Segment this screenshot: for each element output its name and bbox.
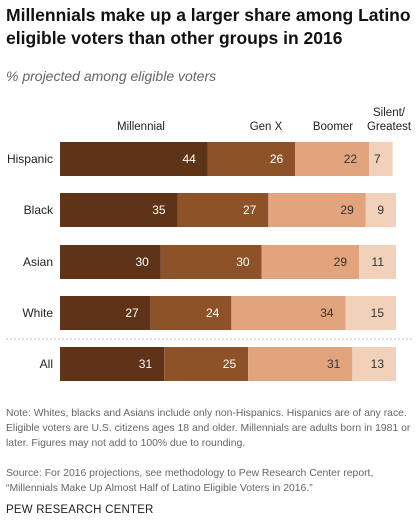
bar-segment <box>345 296 396 330</box>
bar-segment <box>231 296 346 330</box>
data-label: 29 <box>340 203 354 217</box>
category-label: All <box>40 357 53 371</box>
data-label: 30 <box>135 255 149 269</box>
data-label: 27 <box>243 203 257 217</box>
bar-segment <box>60 193 178 227</box>
data-label: 26 <box>270 152 284 166</box>
bar-segment <box>268 193 366 227</box>
category-label: Black <box>24 203 54 217</box>
data-label: 34 <box>320 306 334 320</box>
legend-label: Gen X <box>250 121 283 133</box>
bar-segment <box>164 347 249 381</box>
data-label: 31 <box>327 357 341 371</box>
data-label: 44 <box>182 152 196 166</box>
chart-source: Source: For 2016 projections, see method… <box>6 468 374 494</box>
data-label: 13 <box>371 357 385 371</box>
data-label: 9 <box>377 203 384 217</box>
chart-subtitle: % projected among eligible voters <box>6 68 217 84</box>
category-label: White <box>22 306 53 320</box>
bar-segment <box>150 296 232 330</box>
bar-segment <box>60 245 161 279</box>
legend-label: Millennial <box>117 121 165 133</box>
bar-segment <box>248 347 353 381</box>
bar-segment <box>369 142 393 176</box>
data-label: 29 <box>334 255 348 269</box>
data-label: 30 <box>236 255 250 269</box>
bar-segment <box>60 296 151 330</box>
legend-label: Greatest <box>367 121 412 133</box>
data-label: 35 <box>152 203 166 217</box>
brand-label: PEW RESEARCH CENTER <box>6 504 154 516</box>
data-label: 27 <box>125 306 139 320</box>
bar-segment <box>295 142 370 176</box>
data-label: 7 <box>374 152 381 166</box>
data-label: 11 <box>372 255 385 269</box>
bar-segment <box>207 142 296 176</box>
data-label: 22 <box>344 152 358 166</box>
bar-segment <box>261 245 360 279</box>
data-label: 24 <box>206 306 220 320</box>
data-label: 15 <box>371 306 385 320</box>
bar-segment <box>352 347 396 381</box>
category-label: Asian <box>23 255 53 269</box>
data-label: 25 <box>223 357 237 371</box>
data-label: 31 <box>139 357 153 371</box>
stacked-bar-chart: Millennial Gen X Boomer Silent/Greatest Hisp… <box>6 107 414 381</box>
bar-segment <box>60 347 165 381</box>
bar-segment <box>365 193 396 227</box>
chart-note: Note: Whites, blacks and Asians include … <box>6 408 411 449</box>
chart-title: Millennials make up a larger share among… <box>6 5 411 48</box>
legend-label: Silent/ <box>373 107 406 119</box>
bar-segment <box>60 142 208 176</box>
category-label: Hispanic <box>7 152 53 166</box>
legend-label: Boomer <box>313 121 353 133</box>
bar-segment <box>177 193 269 227</box>
bar-segment <box>160 245 262 279</box>
bar-segment <box>359 245 396 279</box>
